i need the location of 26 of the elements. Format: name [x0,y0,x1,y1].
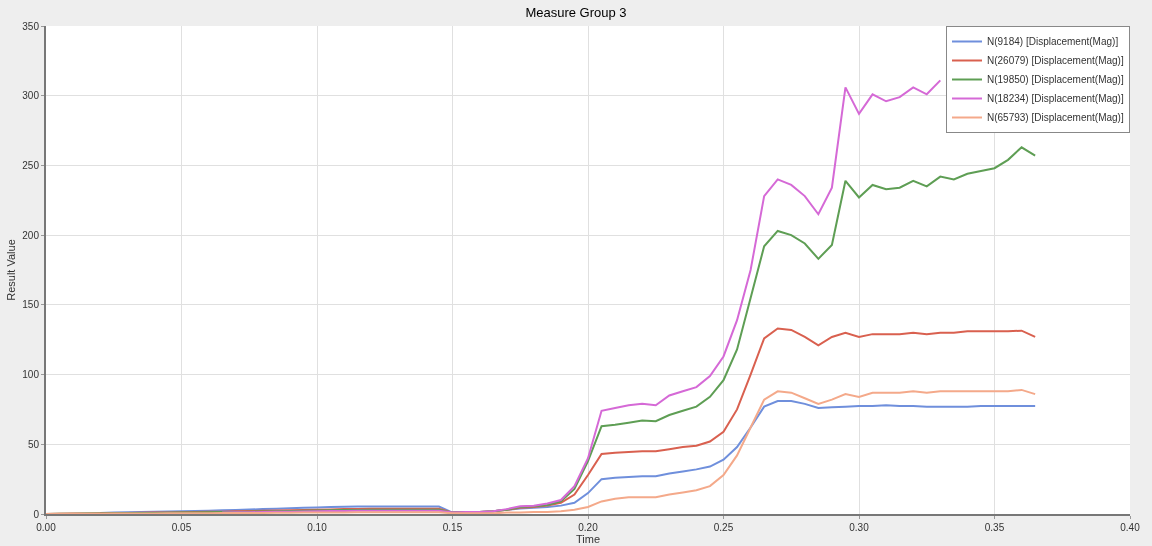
x-tick-label: 0.00 [36,522,57,533]
y-tick-label: 0 [33,508,40,520]
legend-label: N(9184) [Displacement(Mag)] [987,36,1119,48]
y-tick-label: 200 [22,229,40,241]
y-axis-title: Result Value [5,239,18,301]
y-tick-label: 350 [22,20,40,32]
chart-title: Measure Group 3 [525,5,627,21]
line-series [221,79,942,514]
x-tick-label: 0.25 [713,522,734,533]
y-tick-label: 150 [22,299,40,311]
legend-label: N(19850) [Displacement(Mag)] [987,74,1124,86]
y-tick-label: 100 [22,369,40,381]
legend-label: N(65793) [Displacement(Mag)] [987,112,1124,124]
y-tick-label: 50 [27,438,40,450]
x-tick-label: 0.15 [442,522,463,533]
x-tick-label: 0.30 [849,522,870,533]
x-axis-title: Time [575,533,601,545]
x-tick-label: 0.40 [1120,522,1141,533]
legend-label: N(26079) [Displacement(Mag)] [987,55,1124,67]
x-tick-label: 0.35 [984,522,1005,533]
x-tick-label: 0.20 [578,522,599,533]
legend-label: N(18234) [Displacement(Mag)] [987,93,1124,105]
x-tick-label: 0.05 [171,522,192,533]
y-tick-label: 300 [22,90,40,102]
y-tick-label: 250 [22,159,40,171]
x-tick-label: 0.10 [307,522,328,533]
